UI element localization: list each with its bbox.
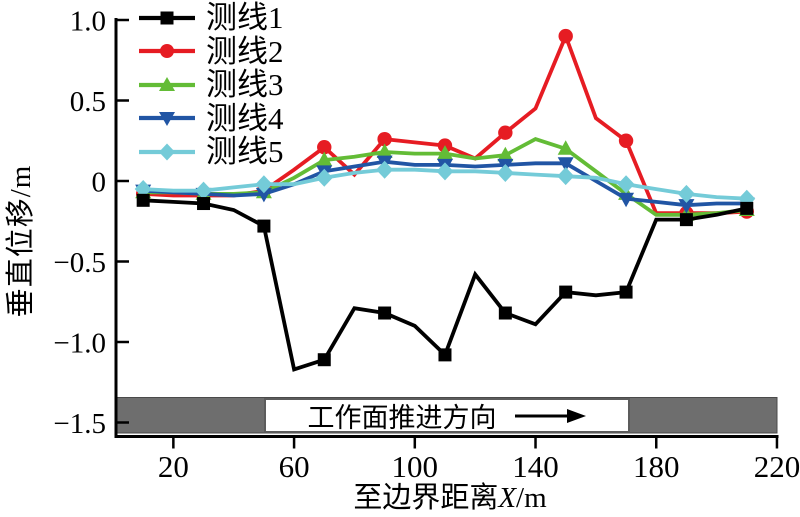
- series-marker-测线3: [497, 146, 514, 162]
- x-tick-label: 60: [279, 449, 310, 484]
- series-marker-测线2: [498, 125, 513, 140]
- series-marker-测线2: [377, 131, 392, 147]
- series-marker-测线3: [316, 151, 333, 167]
- y-tick-label: 0: [92, 167, 107, 199]
- series-marker-测线4: [255, 187, 272, 203]
- legend-item-3: 测线3: [138, 68, 284, 102]
- legend: 测线1 测线2 测线3 测线4 测线5: [138, 1, 284, 169]
- right-arrow-icon: [514, 408, 586, 423]
- advance-direction-box: 工作面推进方向: [264, 398, 630, 433]
- legend-marker-diamond-icon: [139, 143, 195, 161]
- series-marker-测线2: [558, 28, 573, 44]
- series-marker-测线3: [376, 143, 393, 159]
- series-marker-测线5: [255, 175, 273, 194]
- x-axis-title-text: 至边界距离: [353, 482, 499, 514]
- x-axis-title-variable: X: [498, 482, 517, 514]
- series-marker-测线4: [678, 199, 695, 214]
- series-marker-测线5: [134, 180, 152, 199]
- series-marker-测线3: [436, 145, 453, 160]
- series-marker-测线1: [136, 193, 150, 207]
- y-tick-label: −1.0: [53, 328, 106, 360]
- legend-item-5: 测线5: [138, 135, 284, 169]
- series-marker-测线4: [618, 192, 635, 208]
- x-tick-label: 220: [754, 449, 800, 484]
- series-marker-测线1: [317, 353, 331, 367]
- y-axis-title: 垂直位移/m: [5, 164, 37, 318]
- advance-direction-label: 工作面推进方向: [307, 403, 497, 433]
- series-marker-测线4: [557, 157, 574, 172]
- legend-item-1: 测线1: [138, 1, 284, 35]
- series-marker-测线5: [617, 175, 635, 194]
- series-marker-测线5: [376, 160, 394, 179]
- series-marker-测线5: [436, 162, 454, 181]
- series-marker-测线1: [378, 306, 392, 320]
- legend-label: 测线3: [206, 67, 284, 103]
- series-marker-测线5: [496, 163, 514, 182]
- legend-label: 测线2: [206, 33, 284, 69]
- legend-marker-circle-icon: [139, 44, 195, 59]
- series-marker-测线2: [317, 139, 332, 155]
- legend-label: 测线1: [206, 0, 284, 36]
- x-axis-title-unit: /m: [516, 482, 547, 514]
- y-tick-label: −0.5: [53, 247, 106, 279]
- x-tick-label: 20: [158, 449, 189, 484]
- series-marker-测线5: [557, 167, 575, 186]
- y-tick-label: −1.5: [53, 408, 106, 440]
- legend-marker-triangle-down-icon: [139, 112, 195, 127]
- series-marker-测线1: [740, 201, 754, 215]
- series-marker-测线2: [618, 133, 634, 148]
- legend-label: 测线4: [206, 100, 284, 136]
- series-marker-测线1: [197, 197, 211, 211]
- series-marker-测线5: [677, 184, 695, 203]
- y-tick-label: 1.0: [70, 6, 106, 38]
- x-axis-title: 至边界距离X/m: [250, 481, 650, 515]
- legend-marker-triangle-up-icon: [139, 76, 195, 91]
- series-marker-测线1: [619, 285, 633, 299]
- series-marker-测线1: [679, 213, 693, 227]
- legend-label: 测线5: [206, 134, 284, 170]
- y-tick-label: 0.5: [70, 86, 106, 118]
- series-marker-测线1: [257, 219, 271, 233]
- legend-marker-square-icon: [139, 11, 195, 25]
- series-marker-测线1: [498, 306, 512, 320]
- series-line-测线1: [143, 198, 748, 372]
- x-tick-label: 100: [392, 449, 439, 484]
- series-marker-测线1: [559, 285, 573, 299]
- series-marker-测线3: [557, 140, 574, 155]
- legend-item-4: 测线4: [138, 102, 284, 136]
- x-tick-label: 180: [633, 449, 680, 484]
- series-marker-测线1: [438, 348, 452, 362]
- series-marker-测线5: [315, 168, 333, 187]
- legend-item-2: 测线2: [138, 35, 284, 69]
- series-marker-测线5: [195, 181, 213, 200]
- x-tick-label: 140: [512, 449, 559, 484]
